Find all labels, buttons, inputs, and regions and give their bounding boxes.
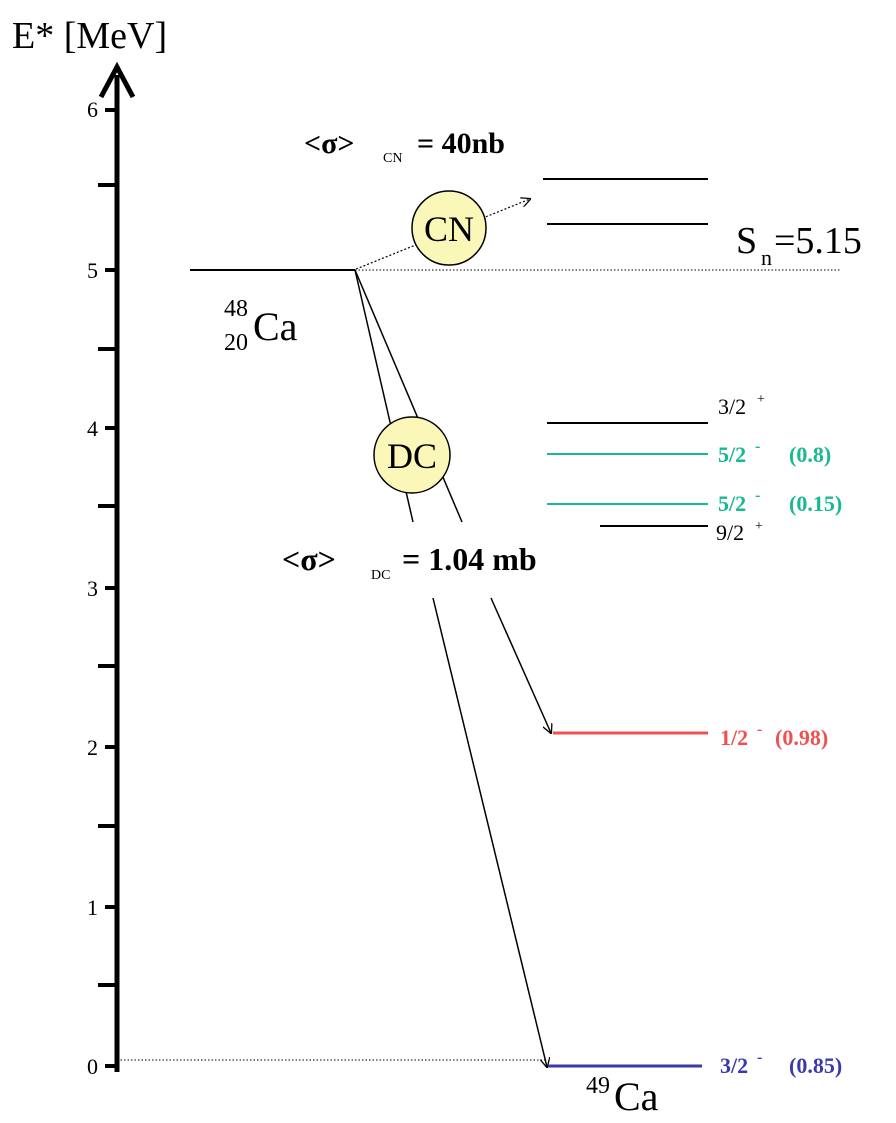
tick-label-4: 4 [87, 416, 98, 441]
axis-label: E* [MeV] [12, 15, 167, 57]
svg-text:+: + [755, 519, 763, 534]
svg-text:<σ>: <σ> [282, 541, 336, 577]
svg-text:+: + [757, 392, 765, 407]
svg-text:(0.98): (0.98) [775, 725, 828, 750]
level-9/2+-label: 9/2 + [716, 519, 763, 545]
svg-text:5/2: 5/2 [718, 491, 746, 516]
svg-text:(0.85): (0.85) [789, 1053, 842, 1078]
level-3/2+-label: 3/2 + [718, 392, 765, 419]
svg-text:(0.15): (0.15) [789, 491, 842, 516]
tick-label-0: 0 [87, 1054, 98, 1079]
svg-text:(0.8): (0.8) [789, 442, 831, 467]
svg-text:3/2: 3/2 [720, 1053, 748, 1078]
svg-text:-: - [757, 721, 762, 738]
svg-text:1/2: 1/2 [720, 725, 748, 750]
svg-text:Ca: Ca [253, 304, 298, 349]
dc-arrow-to-ground [432, 597, 547, 1067]
dc-bubble-label: DC [387, 436, 437, 476]
tick-label-2: 2 [87, 735, 98, 760]
tick-label-5: 5 [87, 258, 98, 283]
svg-text:9/2: 9/2 [716, 520, 744, 545]
level-5/2-a-label: 5/2 - (0.8) [718, 438, 831, 467]
svg-text:n: n [761, 245, 772, 270]
sn-label: S n =5.15 [736, 220, 862, 270]
dc-cross-section: <σ> DC = 1.04 mb [282, 541, 537, 583]
svg-text:-: - [755, 487, 760, 504]
level-5/2-b-label: 5/2 - (0.15) [718, 487, 842, 516]
dc-arrow-to-first-excited [490, 597, 551, 733]
target-nucleus-label: 48 20 Ca [224, 296, 298, 356]
dc-line-right-upper [354, 269, 463, 523]
tick-label-6: 6 [87, 97, 98, 122]
tick-label-3: 3 [87, 576, 98, 601]
residual-nucleus-label: 49 Ca [586, 1073, 659, 1119]
svg-text:S: S [736, 220, 757, 262]
cn-bubble: CN [411, 190, 487, 266]
cn-cross-section: <σ> CN = 40nb [304, 127, 505, 166]
svg-text:48: 48 [224, 296, 248, 322]
svg-text:5/2: 5/2 [718, 442, 746, 467]
svg-text:CN: CN [383, 151, 402, 166]
dc-bubble: DC [373, 416, 451, 494]
tick-label-1: 1 [87, 895, 98, 920]
svg-text:=5.15: =5.15 [774, 220, 862, 262]
svg-text:Ca: Ca [614, 1074, 659, 1119]
svg-text:3/2: 3/2 [718, 394, 746, 419]
level-1/2--label: 1/2 - (0.98) [720, 721, 828, 750]
cn-bubble-label: CN [424, 209, 474, 249]
svg-text:49: 49 [586, 1073, 610, 1099]
svg-text:<σ>: <σ> [304, 127, 355, 160]
major-ticks [105, 108, 117, 1068]
svg-text:-: - [755, 438, 760, 455]
svg-text:20: 20 [224, 330, 248, 356]
svg-text:= 1.04 mb: = 1.04 mb [402, 541, 537, 577]
axis-arrowhead [98, 61, 136, 99]
svg-text:= 40nb: = 40nb [417, 127, 505, 160]
svg-text:DC: DC [371, 568, 390, 583]
tick-labels: 6 5 4 3 2 1 0 [87, 97, 98, 1079]
svg-text:-: - [757, 1049, 762, 1066]
ground-state-label: 3/2 - (0.85) [720, 1049, 842, 1078]
minor-ticks [98, 183, 117, 987]
